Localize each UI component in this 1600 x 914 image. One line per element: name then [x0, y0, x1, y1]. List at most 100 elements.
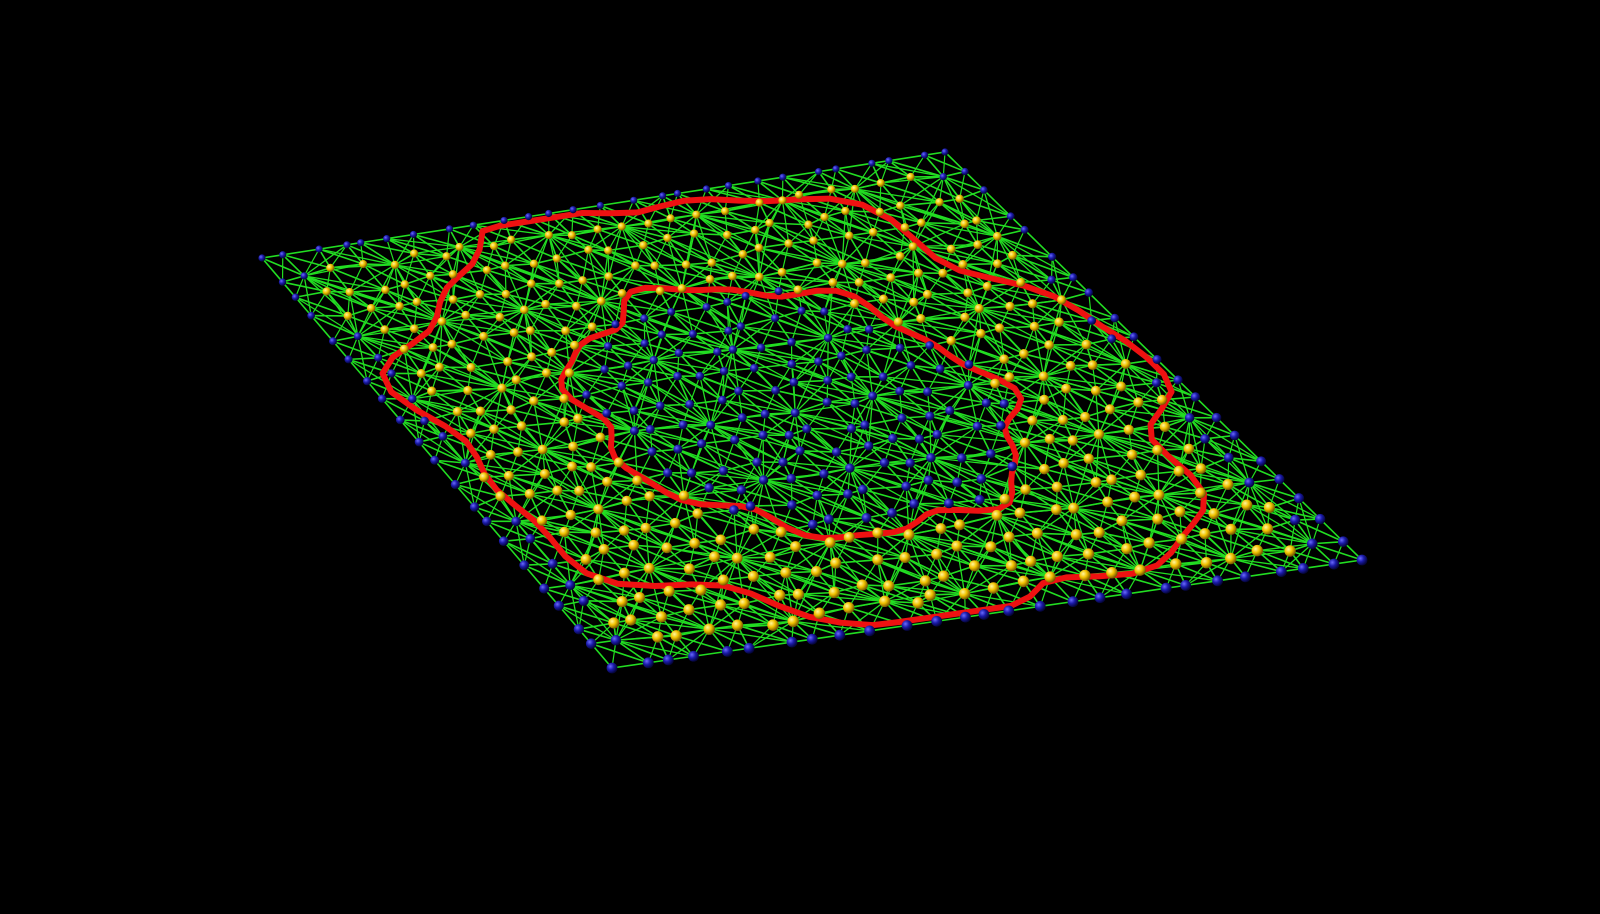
mesh-edge [607, 345, 629, 367]
mesh-hub-edge [1042, 364, 1094, 377]
blue-node [673, 444, 683, 454]
blue-node [1211, 412, 1222, 423]
yellow-node [489, 242, 499, 251]
mesh-edge [1113, 317, 1135, 338]
mesh-edge [733, 509, 782, 533]
mesh-hub-edge [523, 305, 578, 311]
mesh-edge [958, 198, 1012, 218]
yellow-node [1241, 499, 1253, 511]
yellow-node [1051, 481, 1063, 493]
yellow-node [780, 567, 792, 579]
mesh-edge [504, 263, 535, 267]
mesh-edge [486, 520, 532, 540]
mesh-hub-edge [1073, 458, 1090, 509]
yellow-node [1195, 487, 1206, 499]
yellow-node [602, 476, 613, 487]
mesh-hub-edge [942, 176, 1012, 217]
mesh-edge [533, 234, 550, 265]
yellow-node [434, 362, 444, 372]
yellow-node [946, 335, 956, 346]
mesh-edge [564, 326, 593, 332]
mesh-hub-edge [633, 430, 703, 445]
blue-node [923, 387, 933, 397]
yellow-node [1014, 507, 1026, 519]
mesh-edge [544, 303, 567, 332]
mesh-hub-edge [940, 514, 998, 530]
mesh-hub-edge [1073, 507, 1090, 555]
mesh-edge [620, 225, 645, 247]
mesh-edge [1124, 363, 1179, 381]
mesh-hub-edge [950, 307, 980, 342]
mesh-edge [599, 199, 635, 207]
mesh-edge [523, 564, 572, 586]
mesh-edge [1087, 291, 1116, 319]
mesh-edge [648, 495, 677, 524]
mesh-hub-edge [523, 309, 593, 328]
mesh-edge [452, 273, 507, 295]
mesh-hub-edge [472, 224, 550, 236]
mesh-edge [826, 401, 856, 405]
yellow-node [655, 286, 665, 296]
mesh-edge [281, 275, 305, 283]
yellow-node [1044, 340, 1054, 350]
yellow-node [774, 589, 786, 601]
mesh-edge [454, 483, 502, 498]
mesh-edge [607, 225, 623, 252]
mesh-hub-edge [666, 237, 760, 278]
mesh-hub-edge [980, 442, 1026, 480]
yellow-node [1116, 515, 1128, 527]
mesh-hub-edge [493, 234, 550, 247]
yellow-node [824, 537, 836, 548]
mesh-edge [416, 275, 431, 303]
mesh-edge [668, 590, 722, 606]
mesh-edge [727, 329, 762, 349]
yellow-node [613, 457, 624, 468]
yellow-node [764, 551, 776, 563]
mesh-edge [968, 332, 982, 366]
mesh-hub-edge [1184, 557, 1232, 587]
mesh-edge [958, 189, 985, 200]
mesh-hub-edge [882, 321, 900, 378]
blue-node [925, 411, 935, 421]
mesh-edge [950, 339, 970, 366]
mesh-hub-edge [643, 317, 655, 361]
blue-node [807, 519, 818, 530]
mesh-edge [385, 237, 415, 255]
blue-node [450, 479, 460, 490]
mesh-edge [950, 332, 982, 342]
mesh-edge [1023, 229, 1053, 258]
yellow-node [663, 233, 672, 243]
blue-node [932, 429, 942, 440]
mesh-hub-edge [844, 210, 914, 248]
mesh-hub-edge [963, 592, 1041, 607]
mesh-hub-edge [849, 427, 853, 469]
mesh-edge [614, 292, 623, 325]
mesh-hub-edge [533, 400, 544, 451]
mesh-hub-edge [1256, 543, 1313, 552]
yellow-node [497, 383, 507, 393]
mesh-edge [647, 222, 695, 235]
blue-node [857, 484, 868, 495]
yellow-node [951, 540, 963, 552]
mesh-edge [448, 224, 475, 230]
blue-node [617, 381, 627, 391]
mesh-edge [722, 469, 765, 481]
blue-node [713, 347, 722, 357]
yellow-node [912, 597, 924, 609]
mesh-edge [346, 244, 364, 265]
mesh-edge [910, 364, 941, 370]
mesh-edge [731, 275, 780, 292]
mesh-hub-edge [781, 199, 790, 245]
mesh-edge [882, 298, 915, 303]
blue-node [850, 399, 860, 409]
mesh-edge [482, 331, 515, 338]
mesh-hub-edge [1248, 481, 1321, 520]
yellow-node [999, 493, 1011, 505]
mesh-hub-edge [868, 445, 932, 459]
mesh-edge [913, 503, 961, 526]
mesh-edge [858, 281, 885, 300]
mesh-edge [550, 351, 606, 371]
blue-node [901, 481, 912, 492]
mesh-hub-edge [1065, 387, 1100, 435]
mesh-edge [823, 310, 849, 331]
